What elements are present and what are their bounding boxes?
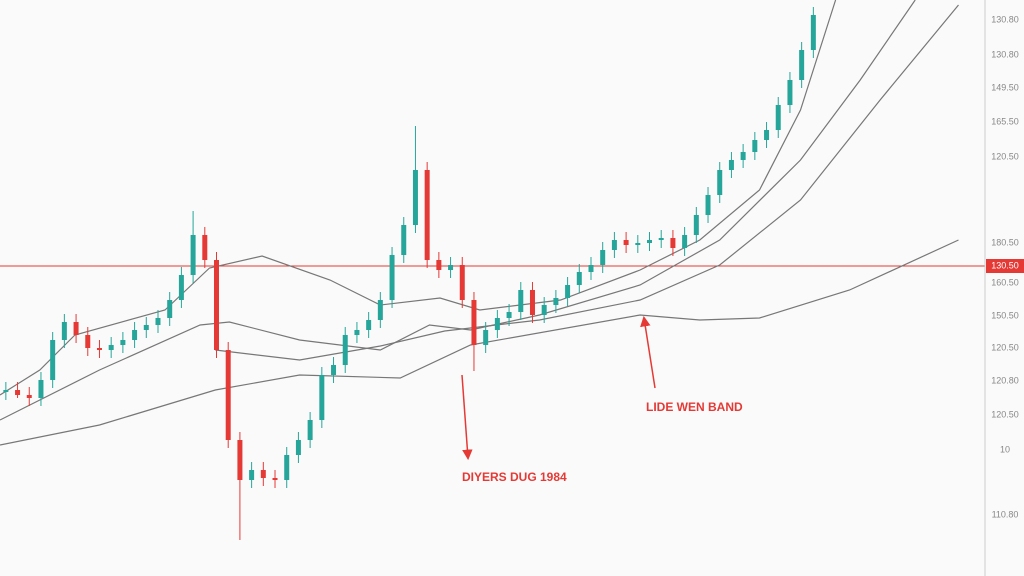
candle-body [576, 272, 582, 285]
candle-body [260, 470, 266, 478]
axis-label: 160.50 [991, 277, 1019, 287]
axis-label: 165.50 [991, 116, 1019, 126]
candle-body [108, 345, 114, 350]
candle-body [190, 235, 196, 275]
candle-body [342, 335, 348, 365]
arrow [640, 315, 656, 389]
band-line [215, 4, 959, 361]
candle-body [38, 380, 44, 398]
candle-body [494, 318, 500, 330]
axis-label: 130.80 [991, 49, 1019, 59]
candle-body [611, 240, 617, 250]
candle-body [225, 350, 231, 440]
candle-body [810, 15, 816, 50]
candle-body [178, 275, 184, 300]
candle-body [366, 320, 372, 330]
candle-body [389, 255, 395, 300]
candle-body [295, 440, 301, 455]
candle-body [272, 478, 278, 480]
axis-label: 120.50 [991, 151, 1019, 161]
candle-body [354, 330, 360, 335]
candle-body [73, 322, 79, 335]
candle-body [728, 160, 734, 170]
candle-body [15, 390, 21, 395]
axis-label: 10 [1000, 444, 1010, 454]
annotation: DIYERS DUG 1984 [462, 470, 567, 484]
candle-body [717, 170, 723, 195]
candle-body [518, 290, 524, 312]
candle-body [26, 395, 32, 398]
candle-body [132, 330, 138, 340]
candle-body [120, 340, 126, 345]
candle-body [448, 265, 454, 270]
axis-label: 130.80 [991, 14, 1019, 24]
candle-body [553, 298, 559, 305]
candle-body [565, 285, 571, 298]
axis-label: 110.80 [992, 509, 1019, 519]
candle-body [249, 470, 255, 480]
price-label: 130.50 [991, 260, 1019, 270]
candle-body [541, 305, 547, 315]
candle-body [85, 335, 91, 348]
candle-body [214, 260, 220, 350]
axis-label: 180.50 [991, 237, 1019, 247]
candle-body [693, 215, 699, 235]
axis-label: 150.50 [991, 310, 1019, 320]
candle-body [705, 195, 711, 215]
candle-body [284, 455, 290, 480]
candle-body [787, 80, 793, 105]
candle-body [658, 238, 664, 240]
candle-body [775, 105, 781, 130]
candle-body [740, 152, 746, 160]
candle-body [377, 300, 383, 320]
annotation: LIDE WEN BAND [646, 400, 743, 414]
candle-body [436, 260, 442, 270]
candle-body [96, 348, 102, 350]
candle-body [401, 225, 407, 255]
candle-body [623, 240, 629, 245]
axis-label: 120.50 [991, 409, 1019, 419]
band-line [0, 0, 916, 421]
candle-body [237, 440, 243, 480]
candle-body [682, 235, 688, 248]
candle-body [319, 375, 325, 420]
candle-body [143, 325, 149, 330]
candle-body [483, 330, 489, 345]
candle-body [600, 250, 606, 265]
candle-body [799, 50, 805, 80]
price-label-bg [986, 259, 1024, 273]
candle-body [647, 240, 653, 243]
candle-body [752, 140, 758, 152]
axis-label: 120.80 [991, 375, 1019, 385]
arrow [461, 374, 473, 461]
candle-body [764, 130, 770, 140]
candle-body [459, 265, 465, 300]
candle-body [3, 390, 9, 392]
candle-body [61, 322, 67, 340]
candle-body [155, 318, 161, 325]
candle-body [167, 300, 173, 318]
candle-body [424, 170, 430, 260]
candle-body [331, 365, 337, 375]
axis-label: 120.50 [991, 342, 1019, 352]
candle-body [471, 300, 477, 345]
candle-body [529, 290, 535, 315]
band-line [0, 239, 959, 446]
candle-body [635, 243, 641, 245]
candle-body [506, 312, 512, 318]
candle-body [50, 340, 56, 380]
candle-body [588, 265, 594, 272]
band-line [0, 0, 837, 396]
candle-body [412, 170, 418, 225]
candle-body [202, 235, 208, 260]
candle-body [307, 420, 313, 440]
axis-label: 149.50 [991, 82, 1019, 92]
candle-body [670, 238, 676, 248]
